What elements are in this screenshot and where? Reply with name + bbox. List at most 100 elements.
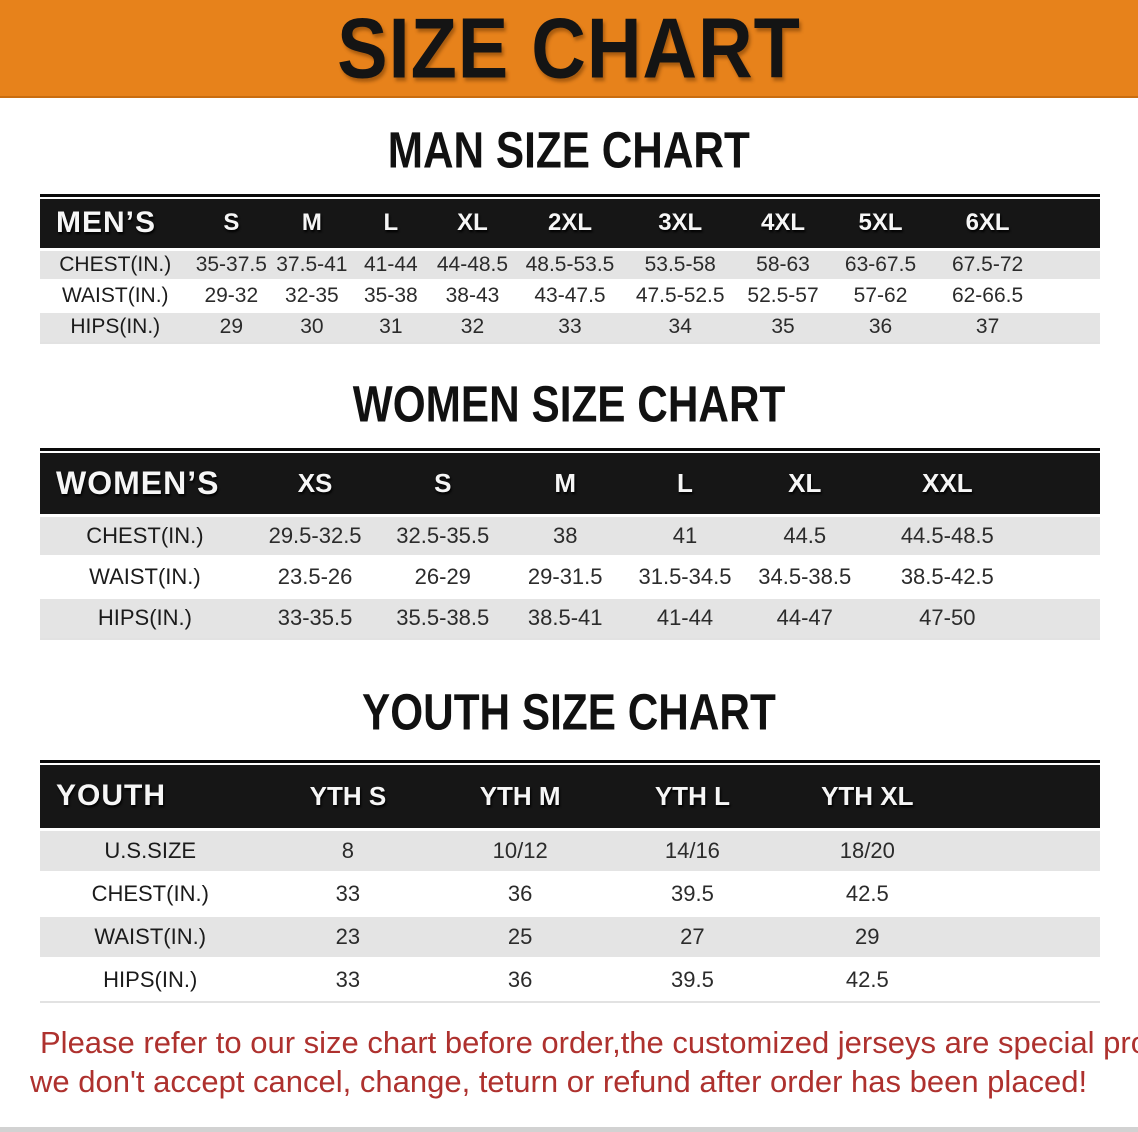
size-value: 36 xyxy=(435,956,605,1001)
size-value: 37 xyxy=(930,309,1045,342)
size-value: 33-35.5 xyxy=(249,595,381,638)
order-disclaimer: Please refer to our size chart before or… xyxy=(0,1023,1138,1101)
size-value: 27 xyxy=(604,913,780,958)
women-chart-heading: WOMEN SIZE CHART xyxy=(0,378,1138,430)
size-value: 36 xyxy=(830,309,931,342)
banner-title: SIZE CHART xyxy=(337,0,801,97)
women-size-table: WOMEN’S XS S M L XL XXL CHEST(IN.) 29.5-32.5 32.5… xyxy=(40,453,1100,638)
size-value: 35 xyxy=(735,309,831,342)
youth-size-section: YOUTH SIZE CHART YOUTH YTH S YTH M YTH L YTH… xyxy=(0,686,1138,1003)
size-column-header: 5XL xyxy=(858,209,903,237)
youth-chart-heading-text: YOUTH SIZE CHART xyxy=(362,683,776,741)
size-value: 35-37.5 xyxy=(190,247,273,280)
man-chart-heading-text: MAN SIZE CHART xyxy=(387,121,751,179)
spacer-cell xyxy=(954,827,1100,872)
size-value: 39.5 xyxy=(604,956,780,1001)
women-chart-heading-text: WOMEN SIZE CHART xyxy=(352,375,786,433)
size-value: 44-48.5 xyxy=(430,247,515,280)
size-value: 23.5-26 xyxy=(249,554,381,597)
size-value: 58-63 xyxy=(735,247,831,280)
size-value: 38.5-42.5 xyxy=(864,554,1030,597)
row-label: HIPS(IN.) xyxy=(40,956,261,1001)
measurement-row: HIPS(IN.) 33-35.5 35.5-38.5 38.5-41 41-44 44-… xyxy=(40,595,1100,638)
size-column-header: YTH XL xyxy=(821,780,914,811)
women-size-table-wrap: WOMEN’S XS S M L XL XXL CHEST(IN.) 29.5-32.5 32.5… xyxy=(40,448,1100,640)
size-column-header: XXL xyxy=(922,467,973,498)
size-column-header: YTH S xyxy=(309,780,387,811)
measurement-row: WAIST(IN.) 23.5-26 26-29 29-31.5 31.5-34.5 34… xyxy=(40,554,1100,597)
size-column-header: 6XL xyxy=(965,209,1010,237)
spacer-cell xyxy=(954,870,1100,915)
size-value: 53.5-58 xyxy=(625,247,736,280)
spacer-cell xyxy=(954,956,1100,1001)
size-value: 29 xyxy=(190,309,273,342)
size-column-header: S xyxy=(434,467,452,498)
size-value: 34.5-38.5 xyxy=(744,554,865,597)
size-value: 32.5-35.5 xyxy=(380,513,506,556)
spacer-cell xyxy=(954,913,1100,958)
disclaimer-line-1: Please refer to our size chart before or… xyxy=(40,1025,1138,1060)
size-value: 41-44 xyxy=(351,247,431,280)
size-value: 31 xyxy=(351,309,431,342)
measurement-row: CHEST(IN.) 29.5-32.5 32.5-35.5 38 41 44.5 44.5… xyxy=(40,513,1100,556)
size-value: 47.5-52.5 xyxy=(625,278,736,311)
man-chart-heading: MAN SIZE CHART xyxy=(0,124,1138,176)
man-size-table-wrap: MEN’S S M L XL 2XL 3XL 4XL 5XL 6XL CHEST(IN.) 35-37… xyxy=(40,194,1100,344)
size-value: 38.5-41 xyxy=(505,595,626,638)
size-value: 57-62 xyxy=(830,278,931,311)
size-value: 8 xyxy=(260,827,436,872)
size-value: 43-47.5 xyxy=(514,278,626,311)
size-value: 41-44 xyxy=(625,595,745,638)
size-value: 29-32 xyxy=(190,278,273,311)
measurement-row: U.S.SIZE 8 10/12 14/16 18/20 xyxy=(40,827,1100,872)
row-label: CHEST(IN.) xyxy=(40,513,250,556)
size-value: 34 xyxy=(625,309,736,342)
size-value: 33 xyxy=(260,956,436,1001)
spacer-cell xyxy=(1029,513,1100,556)
size-value: 32 xyxy=(430,309,515,342)
size-column-header: S xyxy=(223,209,240,237)
size-value: 42.5 xyxy=(779,870,955,915)
measurement-row: HIPS(IN.) 29 30 31 32 33 34 35 36 37 xyxy=(40,309,1100,342)
size-value: 41 xyxy=(625,513,745,556)
size-value: 62-66.5 xyxy=(930,278,1045,311)
row-label: WAIST(IN.) xyxy=(40,554,250,597)
size-value: 44.5-48.5 xyxy=(864,513,1030,556)
size-value: 29-31.5 xyxy=(505,554,626,597)
size-value: 38 xyxy=(505,513,626,556)
spacer-cell xyxy=(1029,554,1100,597)
row-label: WAIST(IN.) xyxy=(40,913,261,958)
size-column-header: XS xyxy=(297,467,333,498)
size-value: 14/16 xyxy=(604,827,780,872)
size-value: 67.5-72 xyxy=(930,247,1045,280)
size-value: 32-35 xyxy=(272,278,352,311)
size-value: 44.5 xyxy=(744,513,865,556)
size-column-header: 4XL xyxy=(761,209,806,237)
size-column-header: YTH M xyxy=(479,780,561,811)
size-value: 18/20 xyxy=(779,827,955,872)
size-value: 48.5-53.5 xyxy=(514,247,626,280)
row-label: CHEST(IN.) xyxy=(40,870,261,915)
size-value: 33 xyxy=(514,309,626,342)
size-column-header: XL xyxy=(788,467,822,498)
size-value: 35-38 xyxy=(351,278,431,311)
bottom-edge-strip xyxy=(0,1127,1138,1132)
size-column-header: 3XL xyxy=(658,209,703,237)
row-label: WAIST(IN.) xyxy=(40,278,191,311)
spacer-cell xyxy=(955,765,1100,829)
man-size-table: MEN’S S M L XL 2XL 3XL 4XL 5XL 6XL CHEST(IN.) 35-37… xyxy=(40,199,1100,342)
table-title: MEN’S xyxy=(56,206,157,240)
spacer-cell xyxy=(1044,278,1100,311)
youth-size-table: YOUTH YTH S YTH M YTH L YTH XL U.S.SIZE 8 10/12… xyxy=(40,765,1100,1001)
youth-size-table-wrap: YOUTH YTH S YTH M YTH L YTH XL U.S.SIZE 8 10/12… xyxy=(40,760,1100,1003)
size-value: 26-29 xyxy=(380,554,506,597)
size-value: 37.5-41 xyxy=(272,247,352,280)
row-label: U.S.SIZE xyxy=(40,827,261,872)
disclaimer-line-2: we don't accept cancel, change, teturn o… xyxy=(30,1064,1088,1099)
size-column-header: YTH L xyxy=(654,780,730,811)
youth-chart-heading: YOUTH SIZE CHART xyxy=(0,686,1138,738)
size-column-header: L xyxy=(383,209,399,237)
table-title: YOUTH xyxy=(56,779,166,813)
measurement-row: HIPS(IN.) 33 36 39.5 42.5 xyxy=(40,956,1100,1001)
size-value: 36 xyxy=(435,870,605,915)
